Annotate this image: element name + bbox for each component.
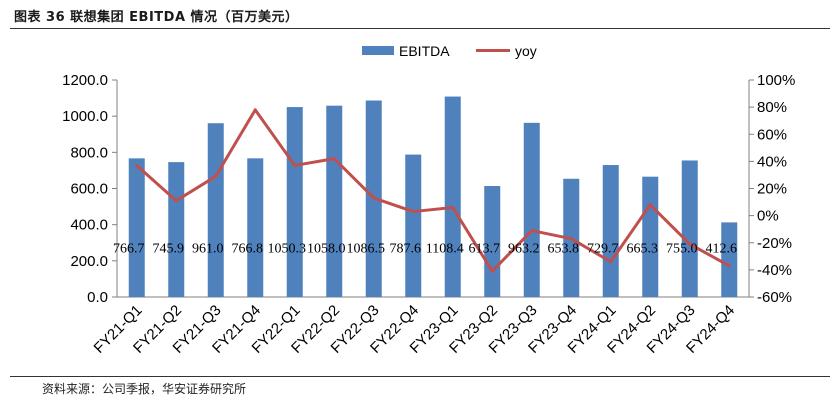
bar-value-label: 961.0 <box>192 242 224 257</box>
right-tick-label: 40% <box>757 153 787 170</box>
bar-value-label: 787.6 <box>390 242 422 257</box>
yoy-point <box>135 163 139 167</box>
yoy-point <box>451 205 455 209</box>
yoy-point <box>490 269 494 273</box>
bar-value-label: 1050.3 <box>268 242 307 257</box>
bar-ebitda <box>168 162 185 297</box>
bar-value-label: 1058.0 <box>307 242 346 257</box>
bar-ebitda <box>642 176 659 297</box>
bar-value-label: 766.8 <box>232 242 264 257</box>
bar-value-label: 653.8 <box>548 242 580 257</box>
bar-ebitda <box>286 107 303 298</box>
left-tick-label: 600.0 <box>70 181 108 198</box>
bar-value-label: 729.7 <box>587 242 619 257</box>
bar-value-label: 755.0 <box>666 242 698 257</box>
right-tick-label: 60% <box>757 126 787 143</box>
bar-value-label: 665.3 <box>627 242 659 257</box>
bar-ebitda <box>247 158 264 297</box>
bar-ebitda <box>207 123 224 297</box>
bar-value-label: 1108.4 <box>426 242 464 257</box>
legend-swatch-ebitda <box>362 46 394 55</box>
right-tick-label: 20% <box>757 181 787 198</box>
bar-ebitda <box>681 160 698 297</box>
right-tick-label: -60% <box>757 289 792 306</box>
bar-value-label: 745.9 <box>153 242 185 257</box>
yoy-point <box>411 210 415 214</box>
right-tick-label: -20% <box>757 235 792 252</box>
yoy-point <box>253 108 257 112</box>
bar-ebitda <box>721 222 738 297</box>
left-tick-label: 0.0 <box>87 289 108 306</box>
source-note: 资料来源：公司季报，华安证券研究所 <box>42 382 247 396</box>
yoy-point <box>609 260 613 264</box>
bar-value-label: 766.7 <box>113 242 145 257</box>
yoy-polyline <box>135 108 730 273</box>
yoy-point <box>174 199 178 203</box>
bar-value-label: 412.6 <box>706 242 738 257</box>
bar-value-label: 1086.5 <box>347 242 386 257</box>
bar-ebitda <box>444 96 461 297</box>
legend-label-ebitda: EBITDA <box>399 43 450 59</box>
bar-ebitda <box>405 154 422 297</box>
right-tick-label: 100% <box>757 72 795 89</box>
yoy-point <box>569 237 573 241</box>
yoy-point <box>530 229 534 233</box>
data-labels: 766.7 745.9 961.0 766.8 1050.3 1058.0 1086.5 78… <box>113 242 737 257</box>
left-tick-label: 1200.0 <box>62 72 108 89</box>
bar-ebitda <box>602 165 619 297</box>
left-tick-label: 200.0 <box>70 253 108 270</box>
right-tick-label: 80% <box>757 99 787 116</box>
yoy-point <box>688 242 692 246</box>
legend: EBITDA yoy <box>362 43 537 59</box>
category-labels: FY21-Q1FY21-Q2FY21-Q3FY21-Q4FY22-Q1FY22-… <box>91 302 739 357</box>
yoy-point <box>332 157 336 161</box>
bar-ebitda <box>326 105 343 297</box>
yoy-point <box>727 264 731 268</box>
title-divider <box>10 28 830 29</box>
legend-label-yoy: yoy <box>515 43 537 59</box>
bar-value-label: 963.2 <box>508 242 540 257</box>
right-tick-label: -40% <box>757 262 792 279</box>
yoy-point <box>214 174 218 178</box>
yoy-point <box>648 203 652 207</box>
yoy-point <box>293 163 297 167</box>
chart-title: 图表 36 联想集团 EBITDA 情况（百万美元） <box>14 10 299 25</box>
yoy-line <box>135 108 731 273</box>
left-tick-label: 400.0 <box>70 217 108 234</box>
yoy-point <box>372 196 376 200</box>
bars <box>128 96 738 298</box>
bar-ebitda <box>128 158 145 297</box>
right-tick-label: 0% <box>757 208 779 225</box>
bar-ebitda <box>523 122 540 297</box>
bar-value-label: 613.7 <box>469 242 501 257</box>
footer-divider <box>10 376 830 377</box>
left-tick-label: 800.0 <box>70 144 108 161</box>
left-tick-label: 1000.0 <box>62 108 108 125</box>
